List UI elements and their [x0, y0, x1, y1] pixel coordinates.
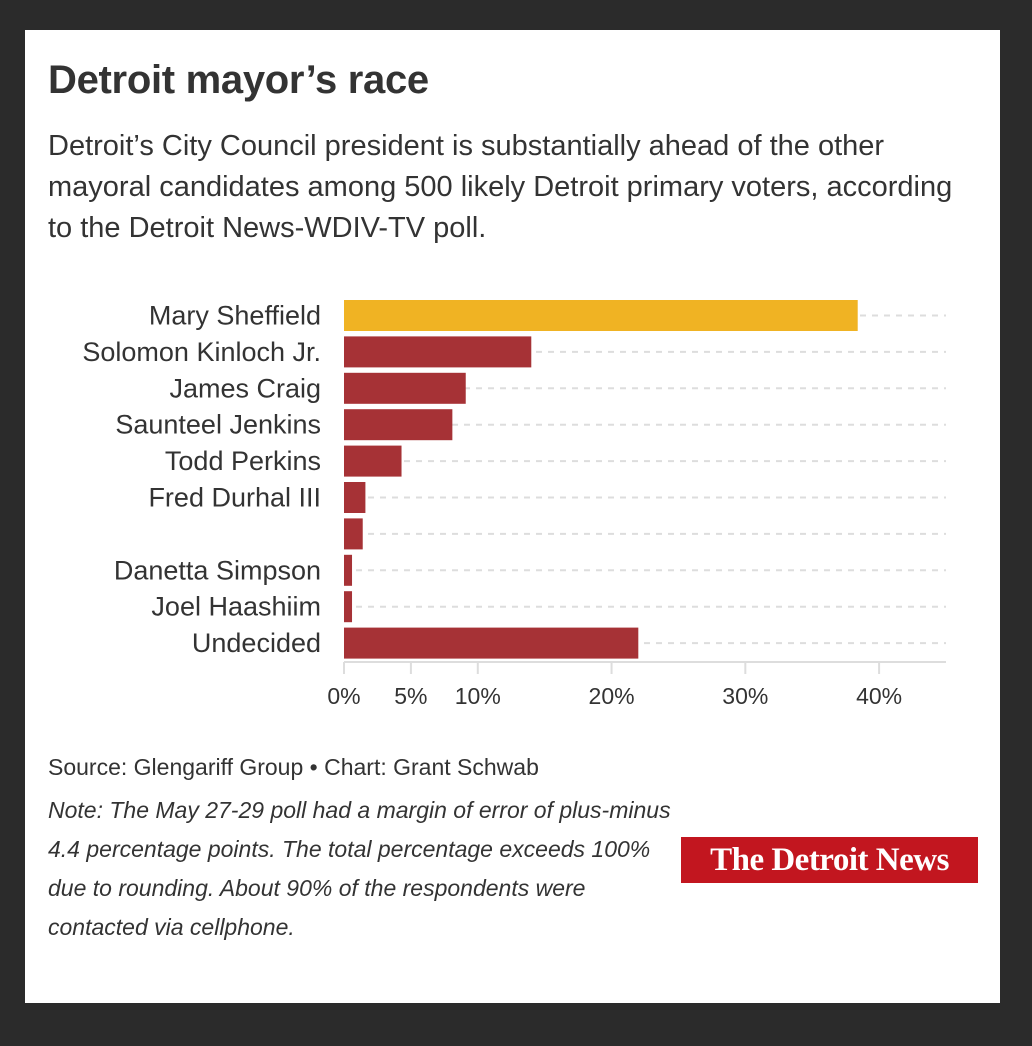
bar [344, 372, 466, 404]
x-tick-label: 30% [722, 683, 768, 709]
bar-chart: Mary Sheffield Solomon Kinloch Jr. James C… [82, 300, 946, 709]
bar [344, 445, 402, 477]
bar [344, 482, 366, 513]
chart-card: Detroit mayor’s race Detroit’s City Coun… [25, 30, 1000, 1003]
x-tick-label: 40% [856, 683, 902, 709]
category-label: Fred Durhal III [148, 483, 321, 513]
chart-subtitle: Detroit’s City Council president is subs… [48, 130, 953, 244]
category-label: Saunteel Jenkins [115, 410, 321, 440]
bar [344, 409, 453, 441]
category-label: Solomon Kinloch Jr. [82, 337, 321, 367]
category-label: James Craig [169, 373, 321, 403]
x-tick-label: 20% [589, 683, 635, 709]
category-label: Danetta Simpson [114, 555, 321, 585]
x-tick-label: 0% [327, 683, 360, 709]
note-text: Note: The May 27-29 poll had a margin of… [48, 797, 671, 940]
chart-title: Detroit mayor’s race [48, 58, 429, 102]
category-label: Joel Haashiim [151, 592, 321, 622]
category-label: Mary Sheffield [149, 301, 321, 331]
source-text: Source: Glengariff Group • Chart: Grant … [48, 754, 539, 780]
bar [344, 336, 532, 368]
detroit-news-logo: The Detroit News [681, 837, 978, 883]
x-tick-label: 5% [394, 683, 427, 709]
bar [344, 627, 639, 659]
bar [344, 591, 353, 623]
category-label: Todd Perkins [165, 446, 321, 476]
category-label: Undecided [192, 628, 321, 658]
x-tick-label: 10% [455, 683, 501, 709]
bar [344, 518, 363, 550]
bar [344, 300, 858, 331]
bar [344, 554, 353, 586]
